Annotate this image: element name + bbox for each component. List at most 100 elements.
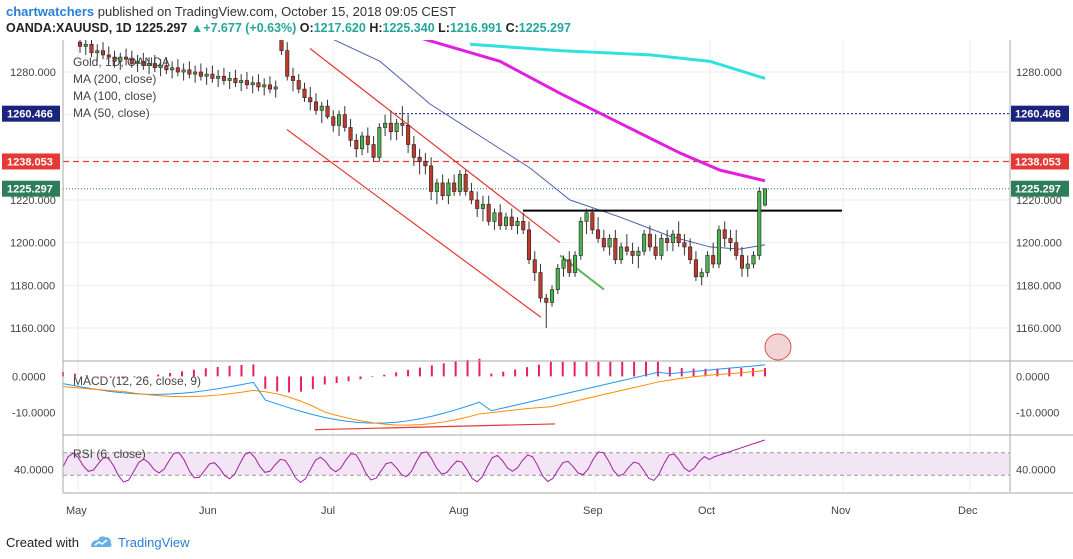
candle-body [607, 238, 612, 248]
candle-body [354, 139, 359, 150]
candle-body [555, 267, 560, 290]
candle-body [302, 88, 307, 98]
candle-body [406, 125, 411, 145]
candle-body [313, 101, 319, 111]
pane-frame [62, 40, 1073, 494]
right-price-label-box [1011, 153, 1069, 170]
candle-body [262, 84, 267, 88]
left-price-label: 1225.297 [7, 184, 53, 196]
rsi-line [62, 439, 766, 484]
candle-body [532, 259, 537, 273]
legend-ma200[interactable]: MA (200, close) [73, 72, 157, 86]
low-value: 1216.991 [449, 21, 503, 35]
right-price-label-box [1011, 180, 1069, 197]
candle-body [411, 144, 416, 158]
candle-body [256, 82, 261, 88]
candle-body [394, 122, 399, 133]
candle-body [239, 80, 244, 83]
author-link[interactable]: chartwatchers [6, 4, 95, 19]
left-macd-tick-label: 0.0000 [12, 371, 46, 383]
chart-canvas[interactable]: 1280.000 1280.000 1220.000 1220.000 1200.000… [0, 40, 1073, 530]
candle-body [337, 114, 342, 126]
legend-ma50[interactable]: MA (50, close) [73, 106, 150, 120]
right-macd-tick-label: 0.0000 [1016, 371, 1050, 383]
candle-body [590, 212, 595, 231]
candle-body [118, 56, 123, 62]
legend-rsi[interactable]: RSI (6, close) [73, 447, 146, 461]
upper-trend-line [309, 48, 561, 244]
tradingview-brand[interactable]: TradingView [118, 535, 190, 550]
candle-body [469, 191, 474, 201]
candle-body [503, 216, 508, 226]
candle-body [152, 63, 157, 69]
candle-body [578, 221, 583, 256]
candle-body [342, 114, 347, 128]
last-price-text: 1225.297 [135, 21, 188, 35]
legend-title[interactable]: Gold, 1D, OANDA [73, 55, 170, 69]
candle-body [319, 105, 324, 111]
candle-body [377, 127, 382, 158]
right-price-tick-label: 1220.000 [1016, 195, 1062, 207]
time-axis-label: Oct [698, 505, 715, 517]
left-price-tick-label: 1200.000 [10, 238, 56, 250]
candle-body [164, 65, 169, 71]
candle-body [250, 82, 255, 86]
legend-macd[interactable]: MACD (12, 26, close, 9) [73, 374, 202, 388]
candle-body [129, 58, 134, 64]
candle-body [279, 40, 284, 51]
candle-body [400, 122, 405, 126]
candle-body [538, 272, 543, 299]
candle-body [642, 233, 647, 252]
candle-body [711, 255, 716, 265]
right-price-label: 1260.466 [1015, 109, 1061, 121]
candle-body [285, 50, 290, 77]
candle-body [549, 289, 555, 303]
time-axis-label: Sep [583, 505, 603, 517]
candle-body [383, 122, 388, 128]
legend-ma100[interactable]: MA (100, close) [73, 89, 157, 103]
ma100-line [421, 40, 766, 183]
candle-body [429, 165, 434, 192]
candle-body [267, 84, 272, 90]
footer: Created with TradingView [0, 530, 1073, 559]
tradingview-logo-icon[interactable] [88, 532, 114, 552]
candle-body [440, 182, 445, 197]
candle-body [745, 263, 750, 269]
candle-body [509, 216, 514, 226]
candle-body [480, 203, 485, 209]
candle-body [198, 71, 203, 77]
time-axis-label: Nov [831, 505, 851, 517]
left-rsi-tick-label: 40.0000 [14, 465, 54, 477]
macd-signal-line [62, 370, 766, 426]
candle-body [601, 238, 606, 248]
publish-line: chartwatchers published on TradingView.c… [6, 4, 456, 19]
time-axis-label: Dec [958, 505, 978, 517]
candle-body [452, 182, 457, 192]
candle-body [728, 238, 733, 243]
candle-body [325, 105, 330, 118]
right-macd-tick-label: -10.0000 [1016, 407, 1059, 419]
event-flag-icon [764, 333, 792, 361]
close-label: C: [505, 21, 519, 35]
left-price-tick-label: 1220.000 [10, 195, 56, 207]
created-with-text: Created with [6, 535, 79, 550]
candle-body [170, 67, 175, 71]
candle-body [141, 61, 146, 66]
candle-body [624, 246, 629, 252]
open-value: 1217.620 [313, 21, 366, 35]
low-label: L: [438, 21, 450, 35]
left-price-tick-label: 1180.000 [10, 280, 55, 292]
candle-body [371, 144, 376, 158]
candle-body [716, 229, 721, 265]
candle-body [682, 242, 687, 248]
candle-body [221, 75, 226, 81]
right-price-label-box [1011, 105, 1069, 122]
candle-body [417, 157, 422, 162]
candle-body [762, 188, 768, 206]
candle-body [348, 127, 353, 141]
candle-body [647, 233, 652, 248]
candle-body [124, 56, 129, 60]
right-price-tick-label: 1200.000 [1016, 238, 1062, 250]
candle-body [204, 73, 209, 77]
candle-body [705, 255, 710, 273]
